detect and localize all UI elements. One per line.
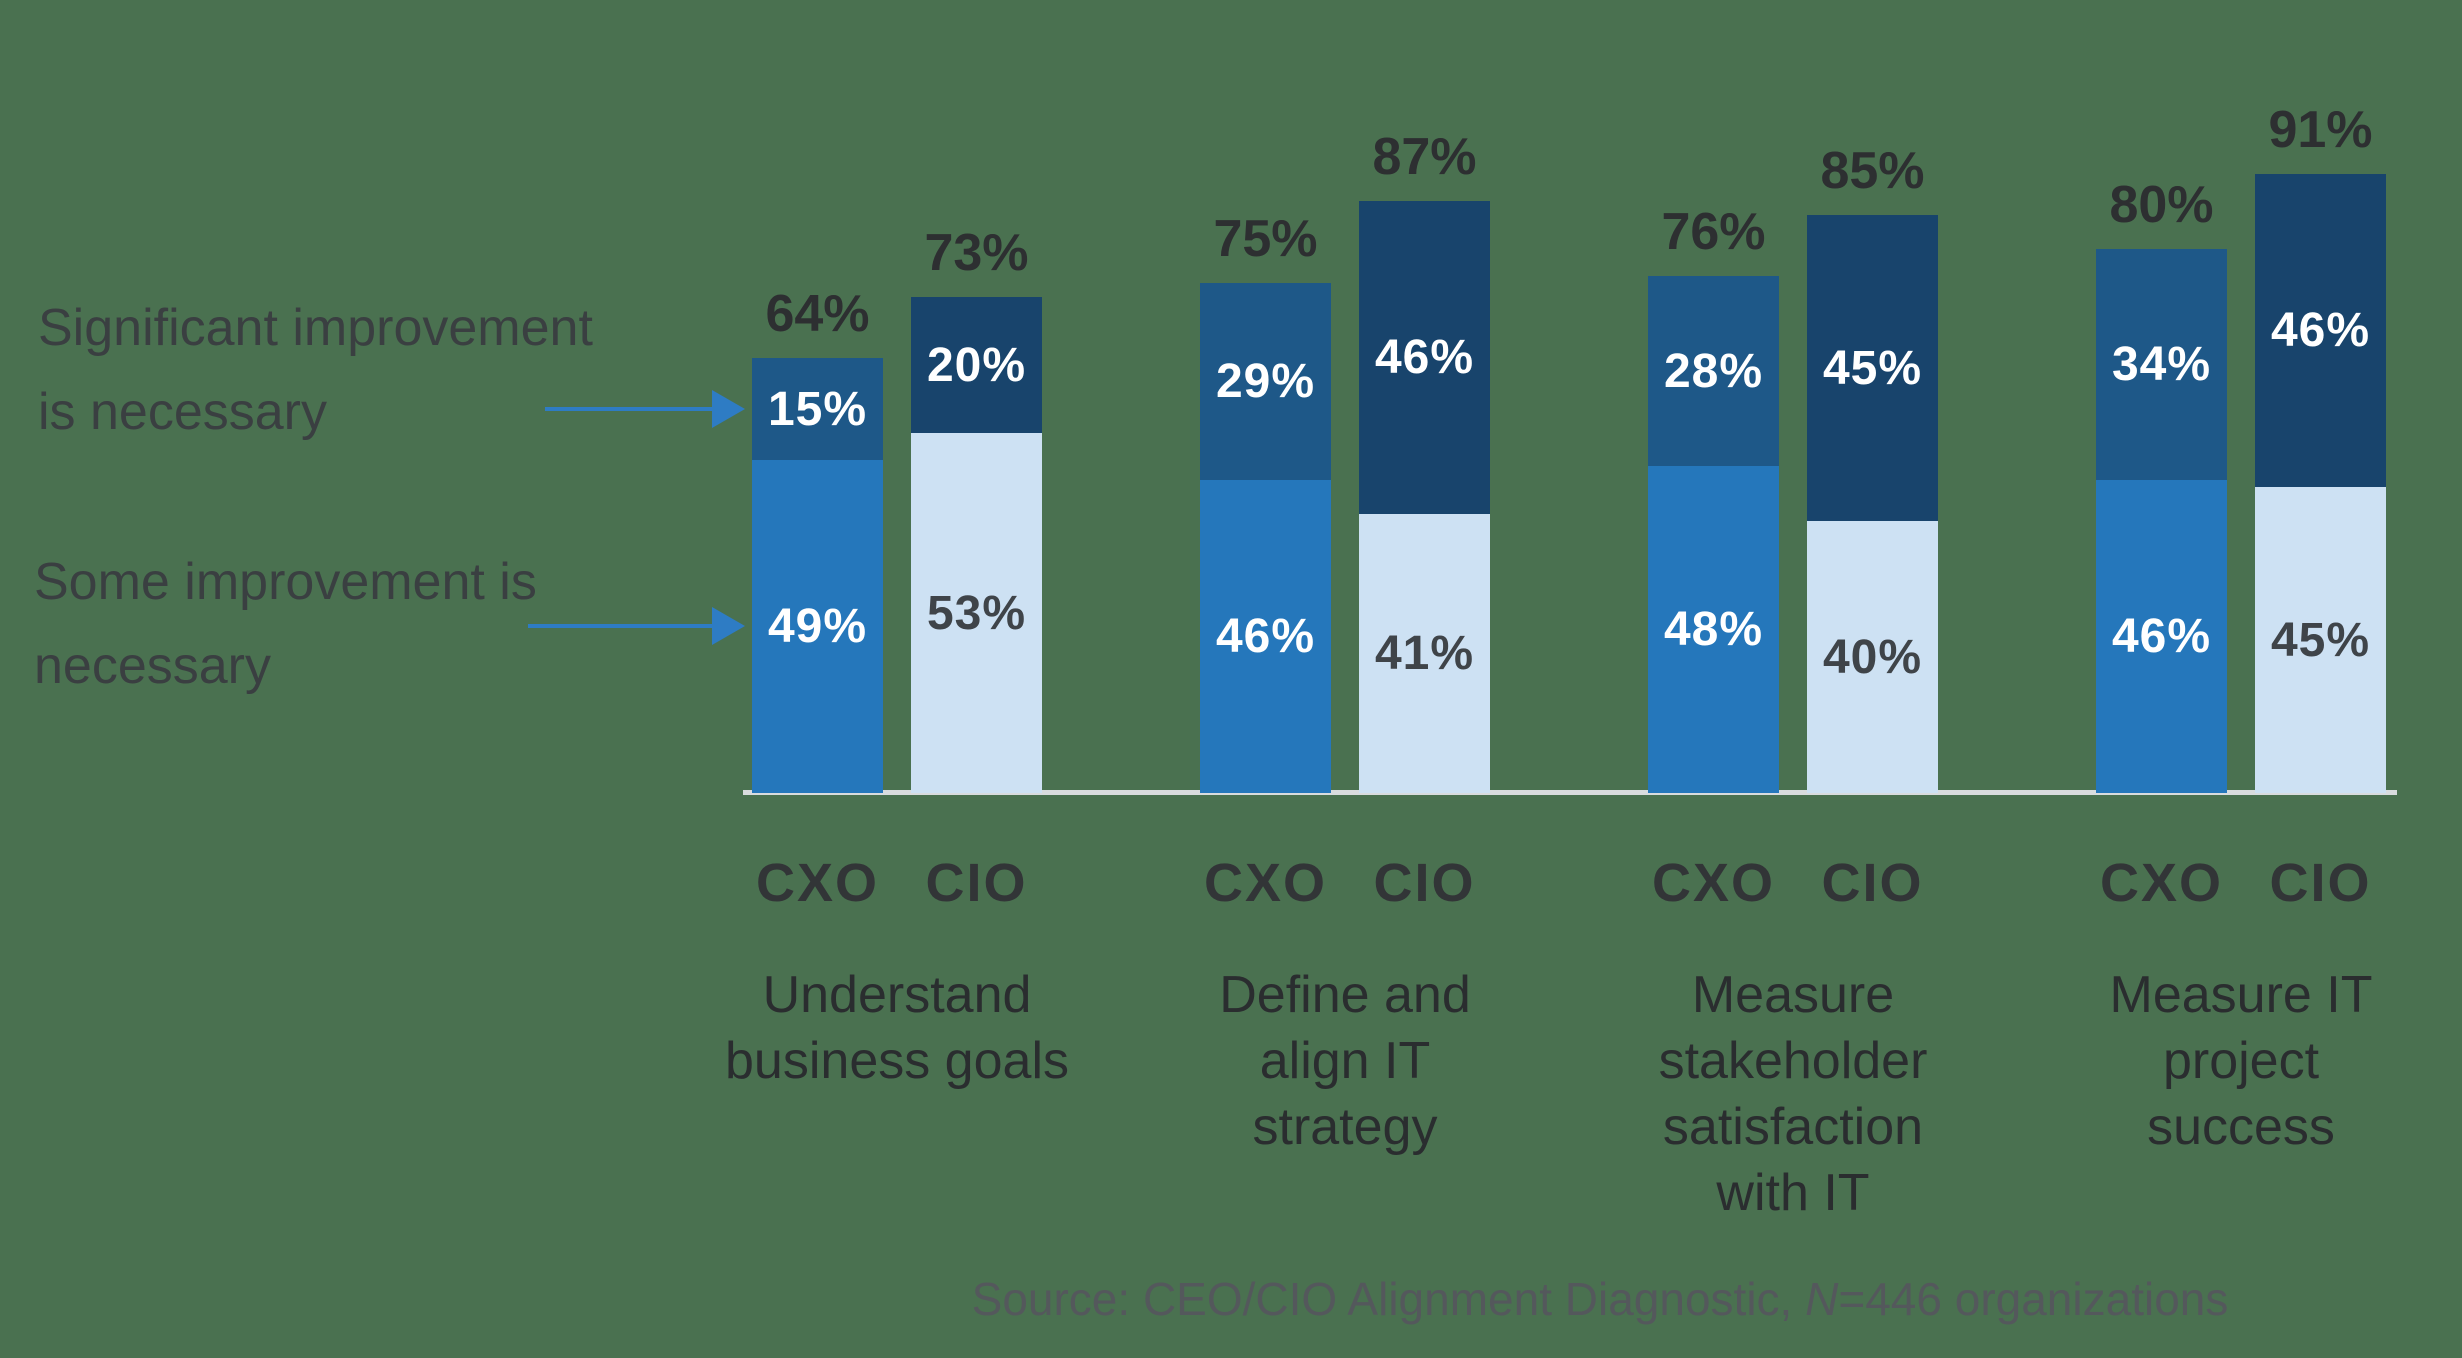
group-category-line: Define and — [1219, 966, 1471, 1024]
bar-total-label: 64% — [765, 285, 870, 343]
group-category-label: Measure IT project success — [2031, 962, 2451, 1160]
segment-some: 46% — [1200, 480, 1331, 793]
group-category-line: Measure IT — [2109, 966, 2373, 1024]
segment-value-label: 34% — [2111, 338, 2212, 391]
bar-total-label: 87% — [1372, 128, 1477, 186]
segment-value-label: 29% — [1215, 355, 1316, 408]
bar-cxo-group1: 15% 49% — [752, 358, 883, 793]
bar-cio-group4: 46% 45% — [2255, 174, 2386, 793]
bar-cio-group3: 45% 40% — [1807, 215, 1938, 793]
segment-value-label: 46% — [2111, 610, 2212, 663]
segment-value-label: 49% — [767, 600, 868, 653]
segment-value-label: 53% — [926, 586, 1027, 640]
bar-axis-label: CXO — [1651, 853, 1776, 913]
group-category-line: satisfaction — [1662, 1098, 1924, 1156]
segment-value-label: 15% — [767, 382, 868, 436]
source-text-suffix: =446 organizations — [1838, 1273, 2229, 1325]
legend-some-line1: Some improvement is — [34, 553, 537, 611]
bar-cxo-group2: 29% 46% — [1200, 283, 1331, 793]
bar-total-label: 80% — [2109, 176, 2214, 234]
segment-some: 53% — [911, 433, 1042, 793]
bar-total-label: 76% — [1661, 203, 1766, 261]
legend-arrow-some-head-icon — [712, 607, 745, 645]
bar-cxo-group4: 34% 46% — [2096, 249, 2227, 793]
bar-axis-label: CXO — [755, 853, 880, 913]
segment-some: 48% — [1648, 466, 1779, 793]
source-text-prefix: Source: CEO/CIO Alignment Diagnostic, — [971, 1273, 1806, 1325]
group-category-line: success — [2147, 1098, 2335, 1156]
group-category-line: Understand — [762, 966, 1032, 1024]
source-n-italic: N — [1805, 1273, 1839, 1325]
bar-axis-label: CIO — [2269, 853, 2372, 913]
segment-significant: 34% — [2096, 249, 2227, 480]
segment-significant: 45% — [1807, 215, 1938, 521]
segment-value-label: 48% — [1663, 603, 1764, 656]
segment-value-label: 45% — [2270, 613, 2371, 667]
segment-some: 45% — [2255, 487, 2386, 793]
bar-cio-group1: 20% 53% — [911, 297, 1042, 793]
segment-value-label: 45% — [1822, 341, 1923, 395]
segment-significant: 15% — [752, 358, 883, 460]
group-category-label: Measure stakeholder satisfaction with IT — [1583, 962, 2003, 1226]
bar-total-label: 85% — [1820, 142, 1925, 200]
segment-value-label: 20% — [926, 338, 1027, 392]
bar-total-label: 73% — [924, 224, 1029, 282]
legend-significant-line2: is necessary — [38, 383, 327, 441]
group-category-line: with IT — [1716, 1164, 1870, 1222]
bar-axis-label: CIO — [1821, 853, 1924, 913]
legend-some: Some improvement is necessary — [34, 540, 537, 708]
bar-axis-label: CIO — [925, 853, 1028, 913]
bar-axis-label: CXO — [1203, 853, 1328, 913]
group-category-label: Define and align IT strategy — [1135, 962, 1555, 1160]
segment-significant: 46% — [2255, 174, 2386, 487]
source-note: Source: CEO/CIO Alignment Diagnostic, N=… — [900, 1272, 2300, 1326]
legend-significant-line1: Significant improvement — [38, 299, 593, 357]
group-category-line: business goals — [725, 1032, 1069, 1090]
bar-axis-label: CXO — [2099, 853, 2224, 913]
group-category-label: Understand business goals — [687, 962, 1107, 1094]
group-category-line: strategy — [1252, 1098, 1438, 1156]
bar-cio-group2: 46% 41% — [1359, 201, 1490, 793]
segment-some: 40% — [1807, 521, 1938, 793]
legend-arrow-significant-head-icon — [712, 390, 745, 428]
segment-value-label: 46% — [2270, 304, 2371, 357]
group-category-line: align IT — [1259, 1032, 1431, 1090]
legend-arrow-significant-line — [545, 407, 713, 411]
segment-value-label: 46% — [1374, 331, 1475, 384]
segment-significant: 28% — [1648, 276, 1779, 466]
chart-baseline-axis — [743, 790, 2397, 795]
bar-total-label: 75% — [1213, 210, 1318, 268]
segment-significant: 29% — [1200, 283, 1331, 480]
segment-value-label: 28% — [1663, 344, 1764, 398]
group-category-line: project — [2162, 1032, 2320, 1090]
segment-some: 46% — [2096, 480, 2227, 793]
segment-value-label: 41% — [1374, 627, 1475, 680]
bar-cxo-group3: 28% 48% — [1648, 276, 1779, 793]
segment-some: 49% — [752, 460, 883, 793]
legend-some-line2: necessary — [34, 637, 271, 695]
segment-value-label: 40% — [1822, 630, 1923, 684]
segment-value-label: 46% — [1215, 610, 1316, 663]
group-category-line: Measure — [1691, 966, 1895, 1024]
bar-axis-label: CIO — [1373, 853, 1476, 913]
legend-significant: Significant improvement is necessary — [38, 286, 593, 454]
segment-significant: 20% — [911, 297, 1042, 433]
segment-some: 41% — [1359, 514, 1490, 793]
bar-total-label: 91% — [2268, 101, 2373, 159]
group-category-line: stakeholder — [1658, 1032, 1928, 1090]
legend-arrow-some-line — [528, 624, 713, 628]
segment-significant: 46% — [1359, 201, 1490, 514]
